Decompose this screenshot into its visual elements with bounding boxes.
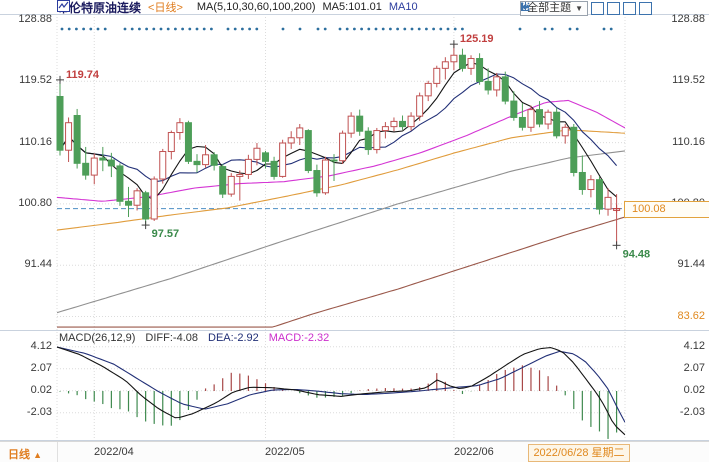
current-price-badge: 100.08 <box>624 201 709 218</box>
crosshair-button[interactable] <box>521 2 604 15</box>
axis-label-right: 119.52 <box>672 74 705 86</box>
macd-diff: DIFF:-4.08 <box>145 332 198 344</box>
triangle-up-icon: ▲ <box>33 450 42 460</box>
macd-axis-left: 0.02 <box>30 384 52 396</box>
macd-axis-right: 2.07 <box>683 362 705 374</box>
theme-dropdown[interactable]: 全部主题 ▼ <box>520 1 588 16</box>
pan-right-icon <box>522 2 530 11</box>
axis-label-left: 128.88 <box>18 13 52 25</box>
symbol-title: 布伦特原油连续 <box>57 0 142 15</box>
svg-text:119.74: 119.74 <box>66 69 100 81</box>
axis-label-left: 119.52 <box>19 74 52 86</box>
svg-text:94.48: 94.48 <box>623 248 651 260</box>
ma-settings-label: MA(5,10,30,60,100,200) <box>196 1 316 13</box>
current-date-badge: 2022/06/28 星期二 <box>528 444 630 462</box>
axis-label-right-low: 83.62 <box>677 310 705 322</box>
chart-header: 布伦特原油连续 <日线> MA(5,10,30,60,100,200) MA5:… <box>57 0 418 15</box>
month-label: 2022/04 <box>94 446 134 458</box>
axis-label-right: 91.44 <box>677 258 705 270</box>
pan-right-button[interactable] <box>522 2 652 15</box>
zoom-in-axis-button[interactable] <box>521 2 636 15</box>
macd-axis-right: 4.12 <box>683 340 705 352</box>
ma5-value: MA5:101.01 <box>322 1 382 13</box>
svg-text:125.19: 125.19 <box>460 33 494 45</box>
divider <box>57 442 58 462</box>
axis-label-left: 100.80 <box>18 197 52 209</box>
macd-axis-left: -2.03 <box>26 406 52 418</box>
month-label: 2022/05 <box>265 446 305 458</box>
period-tag[interactable]: <日线> <box>148 2 183 14</box>
header-controls: 全部主题 ▼ <box>520 1 652 16</box>
macd-axis-right: 0.02 <box>683 384 705 396</box>
date-axis-bar: 日线 ▲ 2022/04 2022/05 2022/06 2022/06/28 … <box>0 441 709 462</box>
ma10-value: MA10 <box>388 1 418 13</box>
axis-label-left: 91.44 <box>24 258 52 270</box>
macd-axis-left: 4.12 <box>30 340 52 352</box>
period-tab[interactable]: 日线 ▲ <box>8 449 42 461</box>
axis-label-left: 110.16 <box>19 136 52 148</box>
theme-dropdown-label: 全部主题 <box>527 2 572 14</box>
macd-axis-right: -2.03 <box>679 406 705 418</box>
macd-dea: DEA:-2.92 <box>208 332 259 344</box>
axis-label-right: 128.88 <box>671 13 705 25</box>
zoom-out-axis-button[interactable] <box>521 2 620 15</box>
svg-text:97.57: 97.57 <box>152 228 180 240</box>
macd-axis-left: 2.07 <box>30 362 52 374</box>
month-label: 2022/06 <box>454 446 494 458</box>
macd-params: MACD(26,12,9) <box>59 332 136 344</box>
macd-indicator-row: MACD(26,12,9) DIFF:-4.08 DEA:-2.92 MACD:… <box>59 332 329 344</box>
macd-value: MACD:-2.32 <box>268 332 330 344</box>
axis-label-right: 110.16 <box>672 136 705 148</box>
chevron-down-icon: ▼ <box>575 4 583 13</box>
